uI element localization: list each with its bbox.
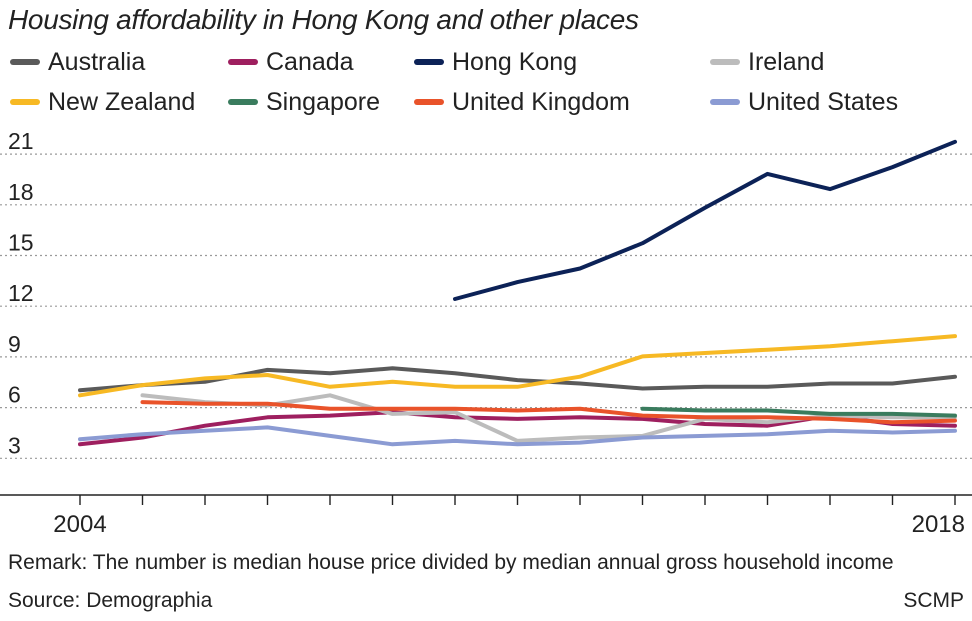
legend-label: Singapore [266,87,380,116]
legend-swatch [10,59,40,65]
series-line-hong-kong [453,139,957,301]
legend-swatch [228,99,258,105]
legend-item-united-kingdom: United Kingdom [414,84,630,120]
series-line-singapore [640,406,957,418]
y-tick-label: 21 [8,128,34,154]
legend-label: New Zealand [48,87,196,116]
legend-swatch [228,59,258,65]
legend-swatch [414,99,444,105]
chart-title: Housing affordability in Hong Kong and o… [8,4,639,35]
series-line-united-states [78,425,957,447]
legend-item-new-zealand: New Zealand [10,84,195,120]
source-text: Source: Demographia [8,589,213,612]
y-tick-label: 12 [8,280,34,306]
y-tick-label: 15 [8,230,34,256]
legend-label: Canada [266,47,354,76]
legend-swatch [414,59,444,65]
legend-label: United Kingdom [452,87,630,116]
legend-item-united-states: United States [710,84,898,120]
legend-item-hong-kong: Hong Kong [414,44,577,80]
series-line-new-zealand [78,334,957,398]
legend-swatch [10,99,40,105]
x-tick-label: 2004 [53,511,106,538]
y-tick-label: 18 [8,179,34,205]
y-tick-label: 9 [8,331,21,357]
x-tick-label: 2018 [912,511,965,538]
y-tick-label: 3 [8,432,21,458]
remark-text: Remark: The number is median house price… [8,551,894,574]
credit-text: SCMP [903,589,964,612]
legend-item-canada: Canada [228,44,354,80]
legend-label: Ireland [748,47,825,76]
legend-item-ireland: Ireland [710,44,824,80]
legend-item-australia: Australia [10,44,145,80]
legend-label: Hong Kong [452,47,578,76]
series-line-united-kingdom [140,400,957,425]
legend: Australia Canada Hong Kong Ireland New Zeala… [0,44,972,128]
legend-label: United States [748,87,899,116]
legend-swatch [710,59,740,65]
legend-item-singapore: Singapore [228,84,380,120]
legend-label: Australia [48,47,146,76]
line-chart: 3 6 9 12 15 18 21 2004 2018 [0,128,972,538]
y-tick-label: 6 [8,382,21,408]
legend-swatch [710,99,740,105]
